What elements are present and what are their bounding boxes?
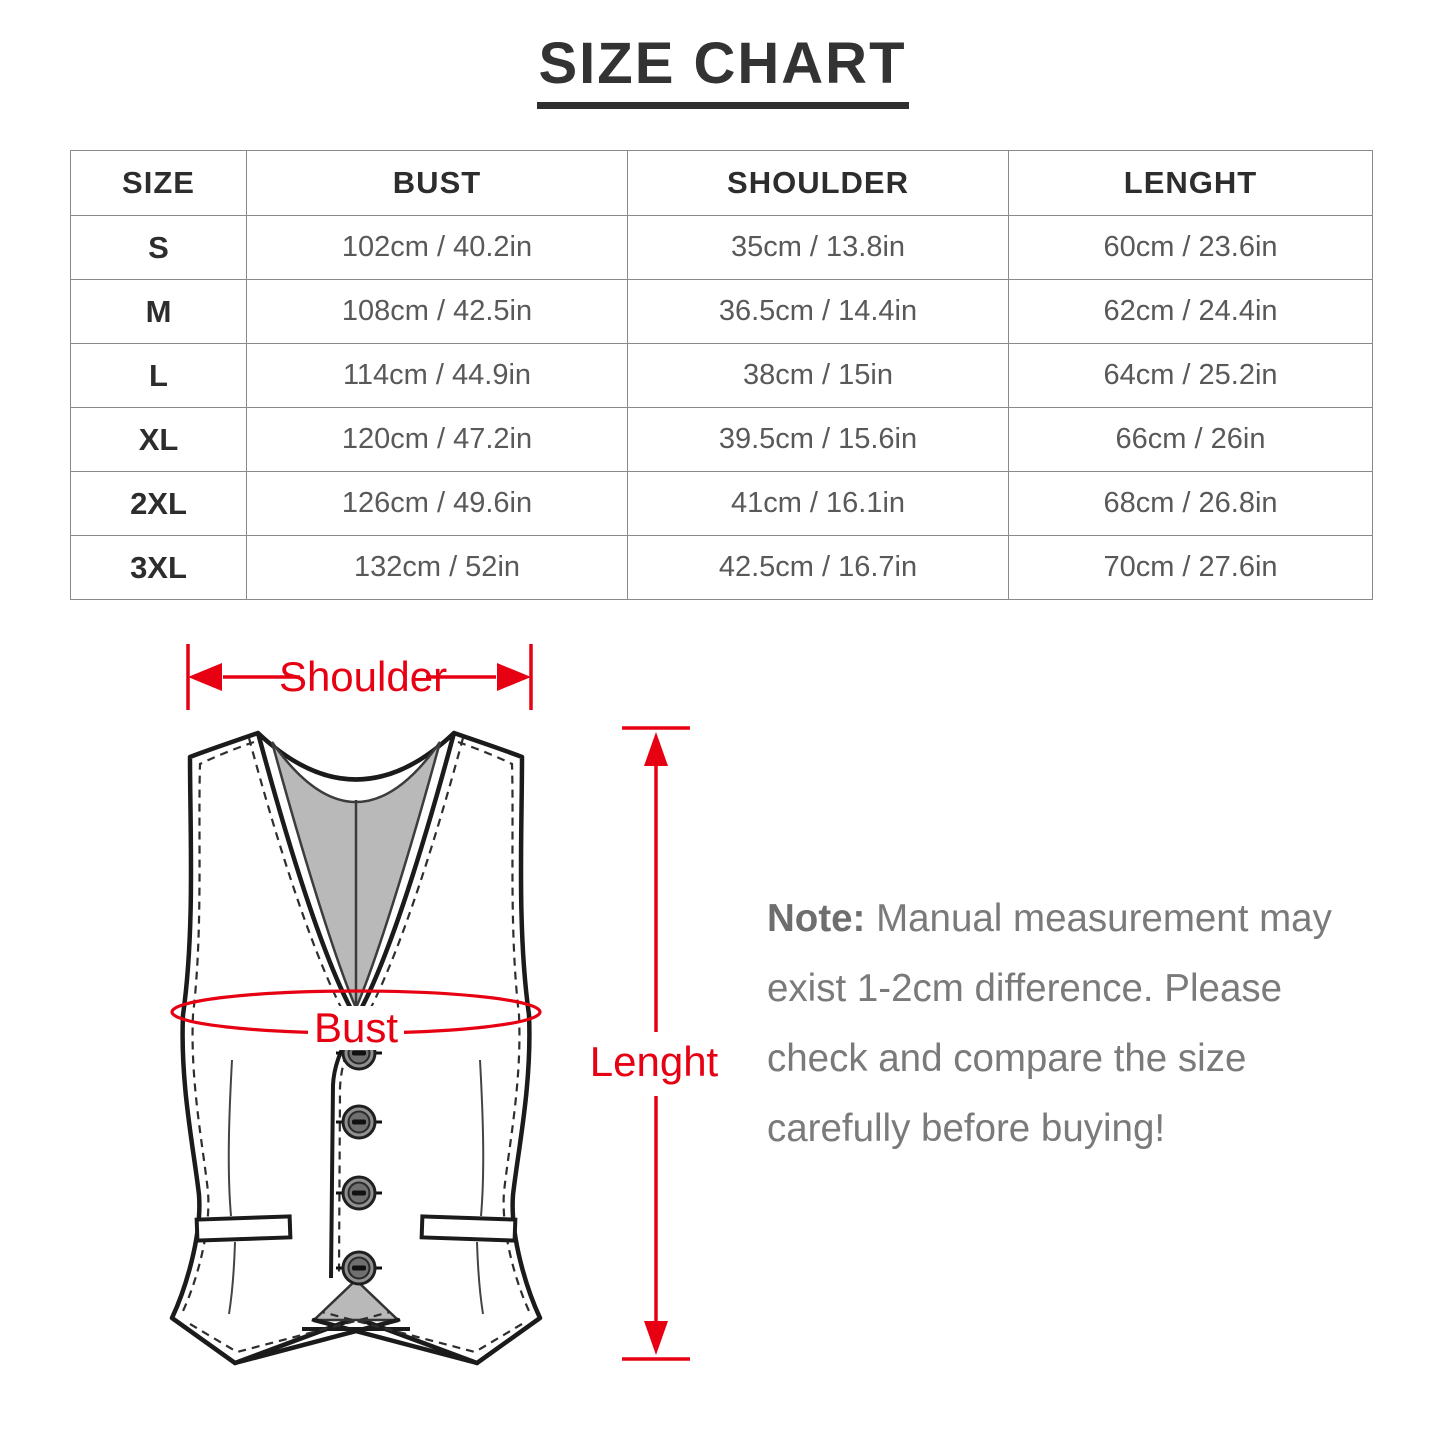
measurement-cell: 35cm / 13.8in: [627, 215, 1009, 280]
length-arrow: Lenght: [590, 726, 719, 1361]
page-header: SIZE CHART: [0, 30, 1445, 109]
table-row: 2XL 126cm / 49.6in 41cm / 16.1in 68cm / 26.…: [70, 471, 1373, 536]
size-cell: L: [70, 343, 247, 408]
measurement-cell: 62cm / 24.4in: [1008, 279, 1373, 344]
vest-measurement-diagram: Shoulder Bust Lenght: [169, 644, 719, 1366]
dart-lines: [227, 1059, 485, 1315]
vneck-edges: [255, 732, 457, 1020]
note-body: Manual measurement may exist 1-2cm diffe…: [767, 897, 1332, 1150]
hem-lining-triangle: [310, 1278, 402, 1322]
front-hem-edges: [232, 1317, 480, 1366]
button-icon: [336, 1104, 382, 1140]
table-header-row: SIZE BUST SHOULDER LENGHT: [70, 150, 1373, 216]
measurement-cell: 68cm / 26.8in: [1008, 471, 1373, 536]
measurement-cell: 60cm / 23.6in: [1008, 215, 1373, 280]
shoulder-arrow: Shoulder: [186, 644, 533, 710]
column-header: SHOULDER: [627, 150, 1009, 216]
table-row: M 108cm / 42.5in 36.5cm / 14.4in 62cm / 24.…: [70, 279, 1373, 344]
measurement-cell: 132cm / 52in: [246, 535, 628, 600]
button-icon: [336, 1250, 382, 1286]
measurement-cell: 120cm / 47.2in: [246, 407, 628, 472]
left-pocket: [194, 1214, 293, 1243]
note-text: Note: Manual measurement may exist 1-2cm…: [767, 884, 1357, 1164]
shoulder-label: Shoulder: [279, 653, 447, 700]
size-cell: M: [70, 279, 247, 344]
measurement-cell: 66cm / 26in: [1008, 407, 1373, 472]
measurement-cell: 70cm / 27.6in: [1008, 535, 1373, 600]
table-row: L 114cm / 44.9in 38cm / 15in 64cm / 25.2in: [70, 343, 1373, 408]
measurement-cell: 39.5cm / 15.6in: [627, 407, 1009, 472]
column-header: SIZE: [70, 150, 247, 216]
bust-label: Bust: [314, 1004, 398, 1051]
measurement-cell: 102cm / 40.2in: [246, 215, 628, 280]
measurement-cell: 41cm / 16.1in: [627, 471, 1009, 536]
size-cell: S: [70, 215, 247, 280]
measurement-cell: 64cm / 25.2in: [1008, 343, 1373, 408]
button-icon: [336, 1175, 382, 1211]
size-chart-table: SIZE BUST SHOULDER LENGHT S 102cm / 40.2in 35…: [70, 150, 1373, 600]
measurement-cell: 126cm / 49.6in: [246, 471, 628, 536]
page-title: SIZE CHART: [536, 30, 909, 109]
table-row: S 102cm / 40.2in 35cm / 13.8in 60cm / 23.6i…: [70, 215, 1373, 280]
measurement-cell: 36.5cm / 14.4in: [627, 279, 1009, 344]
length-label: Lenght: [590, 1038, 719, 1085]
measurement-cell: 108cm / 42.5in: [246, 279, 628, 344]
measurement-cell: 38cm / 15in: [627, 343, 1009, 408]
table-row: XL 120cm / 47.2in 39.5cm / 15.6in 66cm / 26…: [70, 407, 1373, 472]
table-body: S 102cm / 40.2in 35cm / 13.8in 60cm / 23.6i…: [70, 215, 1373, 600]
buttons: [336, 1035, 382, 1286]
size-cell: 3XL: [70, 535, 247, 600]
note-prefix: Note:: [767, 897, 866, 940]
measurement-cell: 42.5cm / 16.7in: [627, 535, 1009, 600]
column-header: BUST: [246, 150, 628, 216]
size-cell: XL: [70, 407, 247, 472]
column-header: LENGHT: [1008, 150, 1373, 216]
measurement-cell: 114cm / 44.9in: [246, 343, 628, 408]
bust-ellipse: Bust: [170, 989, 542, 1051]
right-pocket: [419, 1214, 518, 1243]
table-row: 3XL 132cm / 52in 42.5cm / 16.7in 70cm / 27.…: [70, 535, 1373, 600]
size-cell: 2XL: [70, 471, 247, 536]
